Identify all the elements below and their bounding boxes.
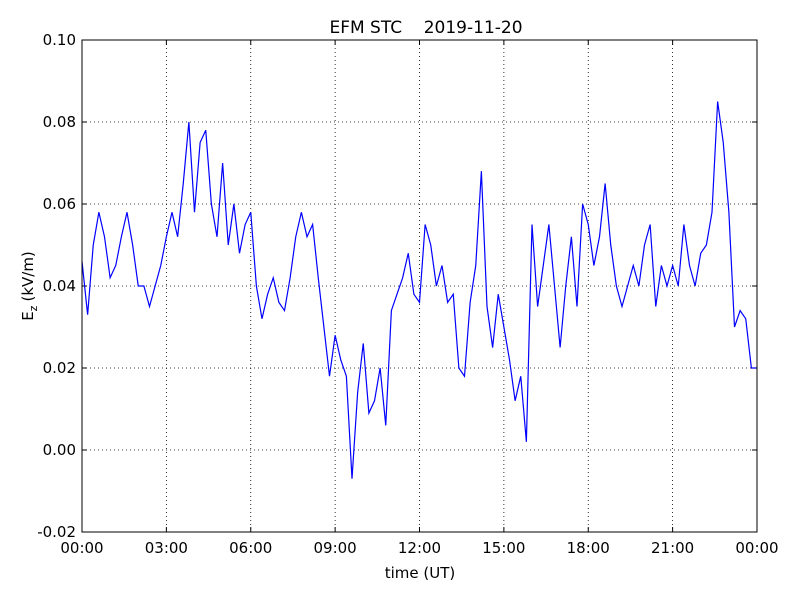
x-tick-label: 00:00 [735,539,778,557]
x-tick-label: 06:00 [229,539,272,557]
x-tick-label: 03:00 [145,539,188,557]
y-label-sub: z [27,305,40,311]
x-tick-label: 09:00 [314,539,357,557]
y-tick-label: 0.00 [43,441,76,459]
x-tick-label: 12:00 [398,539,441,557]
x-tick-label: 00:00 [60,539,103,557]
x-tick-label: 15:00 [482,539,525,557]
plot-frame [81,39,758,533]
y-label-unit: (kV/m) [19,251,37,301]
y-axis-label: Ez (kV/m) [19,251,40,321]
y-tick-label: 0.06 [43,195,76,213]
y-tick-label: -0.02 [37,523,76,541]
y-tick-label: 0.10 [43,31,76,49]
x-axis-label: time (UT) [385,564,456,582]
chart-title: EFM STC 2019-11-20 [329,18,522,38]
x-tick-label: 21:00 [651,539,694,557]
x-tick-label: 18:00 [567,539,610,557]
y-tick-label: 0.08 [43,113,76,131]
y-tick-label: 0.02 [43,359,76,377]
y-label-base: E [19,311,37,320]
y-tick-label: 0.04 [43,277,76,295]
data-line [81,101,757,479]
